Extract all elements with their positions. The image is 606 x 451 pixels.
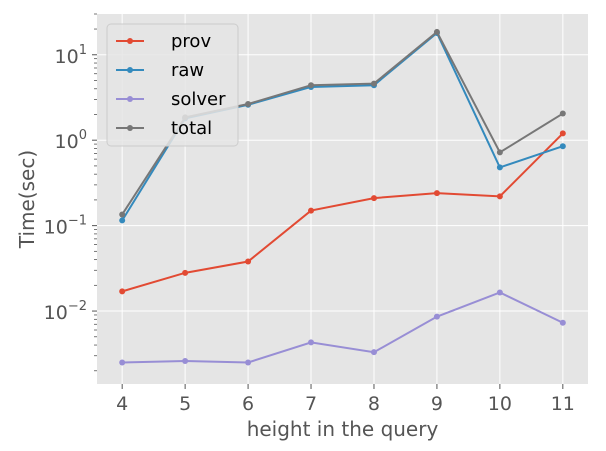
legend-item-raw: raw xyxy=(116,60,204,81)
data-point-total xyxy=(433,28,440,35)
y-tick-base: 10 xyxy=(55,131,79,153)
x-tick-label: 7 xyxy=(305,393,317,415)
y-tick-base: 10 xyxy=(55,46,79,68)
x-tick-label: 4 xyxy=(116,393,128,415)
y-axis-label: Time(sec) xyxy=(15,150,39,249)
data-point-total xyxy=(559,110,566,117)
y-tick-exponent: 0 xyxy=(79,128,87,143)
data-point-total xyxy=(308,82,315,89)
series-solver xyxy=(119,289,566,366)
data-point-solver xyxy=(119,359,126,366)
legend-swatch-marker xyxy=(127,125,133,131)
legend-swatch-marker xyxy=(127,38,133,44)
data-point-solver xyxy=(308,339,315,346)
data-point-prov xyxy=(308,207,315,214)
legend-item-total: total xyxy=(116,118,212,139)
data-point-total xyxy=(245,101,252,108)
x-tick-label: 11 xyxy=(551,393,575,415)
x-tick-label: 8 xyxy=(368,393,380,415)
y-tick-base: 10 xyxy=(44,217,68,239)
data-point-total xyxy=(370,80,377,87)
data-point-raw xyxy=(496,164,503,171)
y-tick-label: 100 xyxy=(55,128,87,153)
y-minor-ticks xyxy=(94,13,97,372)
data-point-prov xyxy=(559,130,566,137)
y-tick-exponent: 1 xyxy=(79,43,87,58)
data-point-solver xyxy=(370,349,377,356)
series-prov xyxy=(119,130,566,295)
data-point-total xyxy=(119,211,126,218)
legend-label: prov xyxy=(171,31,211,52)
x-tick-label: 5 xyxy=(179,393,191,415)
data-point-prov xyxy=(496,193,503,200)
y-tick-base: 10 xyxy=(44,302,68,324)
legend-label: total xyxy=(171,118,212,139)
y-tick-label: 10−1 xyxy=(44,214,87,239)
legend-label: solver xyxy=(171,89,226,110)
x-axis-label: height in the query xyxy=(247,417,439,441)
legend-item-solver: solver xyxy=(116,89,226,110)
legend-item-prov: prov xyxy=(116,31,211,52)
legend-swatch-marker xyxy=(127,67,133,73)
legend: prov raw solver total xyxy=(106,23,239,147)
data-point-solver xyxy=(496,289,503,296)
x-axis-ticks: 4 5 6 7 8 9 10 11 xyxy=(116,384,575,415)
data-point-raw xyxy=(559,143,566,150)
data-point-total xyxy=(496,149,503,156)
legend-frame xyxy=(106,23,239,147)
data-point-raw xyxy=(119,217,126,224)
data-point-prov xyxy=(245,258,252,265)
legend-swatch-marker xyxy=(127,96,133,102)
data-point-solver xyxy=(182,358,189,365)
x-tick-label: 6 xyxy=(242,393,254,415)
series-line-solver xyxy=(122,291,564,364)
data-point-solver xyxy=(245,359,252,366)
data-point-prov xyxy=(370,195,377,202)
series-line-prov xyxy=(121,132,564,293)
y-tick-exponent: −2 xyxy=(68,299,87,314)
data-point-prov xyxy=(182,269,189,276)
x-tick-label: 10 xyxy=(488,393,512,415)
y-tick-label: 101 xyxy=(55,43,87,68)
legend-label: raw xyxy=(171,60,204,81)
y-tick-label: 10−2 xyxy=(44,299,87,324)
y-tick-exponent: −1 xyxy=(68,214,87,229)
data-point-solver xyxy=(433,313,440,320)
data-point-prov xyxy=(119,288,126,295)
data-point-solver xyxy=(559,319,566,326)
x-tick-label: 9 xyxy=(431,393,443,415)
data-point-prov xyxy=(433,190,440,197)
